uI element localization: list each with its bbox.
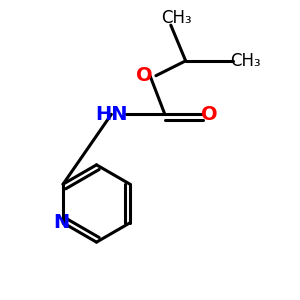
Text: HN: HN (95, 105, 128, 124)
Text: O: O (136, 66, 152, 85)
Text: N: N (53, 213, 70, 232)
Text: O: O (201, 105, 218, 124)
Text: CH₃: CH₃ (161, 9, 192, 27)
Text: CH₃: CH₃ (230, 52, 260, 70)
